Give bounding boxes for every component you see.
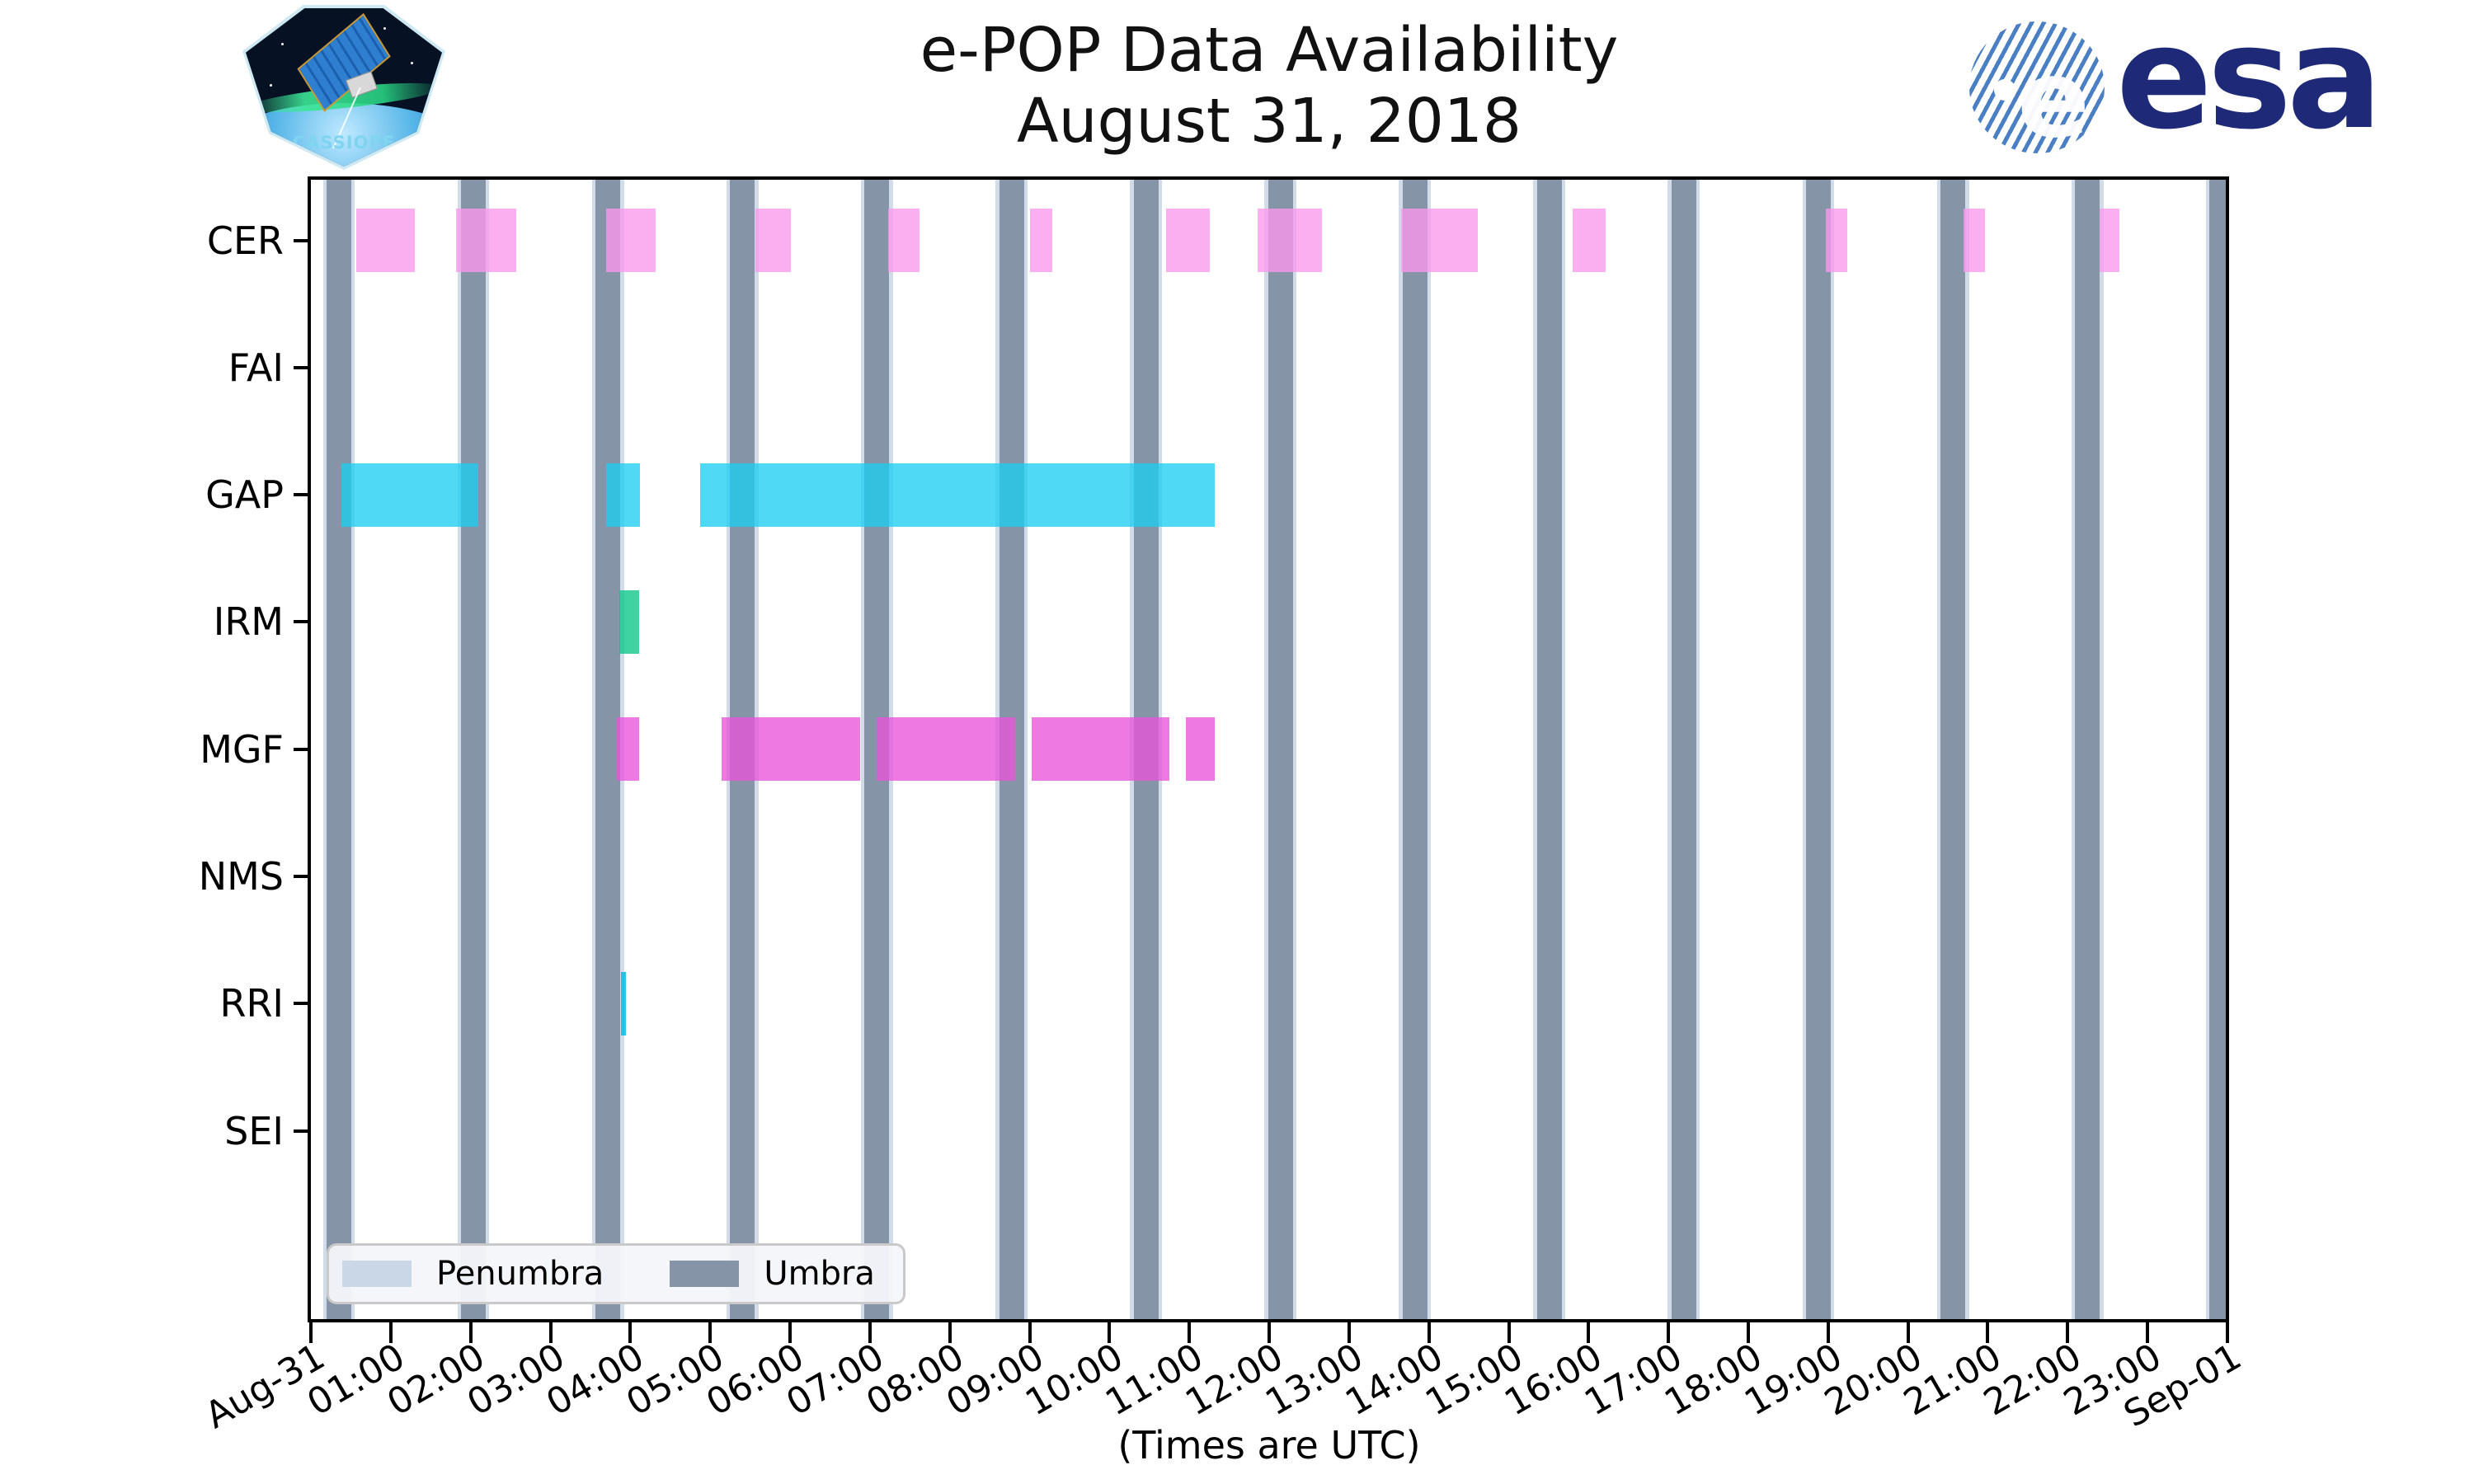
availability-bar-gap [341,463,478,527]
umbra-band [327,179,351,1320]
y-tick-label-mgf: MGF [200,726,284,772]
umbra-band [2075,179,2100,1320]
availability-bar-cer [606,209,656,272]
umbra-band [1671,179,1696,1320]
availability-bar-cer [2099,209,2119,272]
x-tick [1507,1322,1511,1343]
availability-bar-cer [1572,209,1606,272]
x-tick [1028,1322,1032,1343]
availability-bar-mgf [1032,717,1169,782]
legend: Penumbra Umbra [327,1243,905,1304]
availability-bar-mgf [722,717,860,782]
y-tick [294,493,311,497]
y-tick [294,620,311,624]
x-tick [1667,1322,1671,1343]
umbra-band [1536,179,1562,1320]
availability-bar-mgf [1186,717,1216,782]
availability-bar-gap [606,463,641,527]
availability-bar-cer [1400,209,1478,272]
y-tick-label-rri: RRI [219,981,285,1026]
y-tick [294,875,311,878]
chart-title-line2: August 31, 2018 [1016,86,1522,157]
x-tick [2066,1322,2070,1343]
availability-bar-cer [1166,209,1210,272]
x-tick [1906,1322,1910,1343]
esa-globe-e: e [2017,36,2091,162]
x-tick [1427,1322,1431,1343]
chart-title: e-POP Data Availability August 31, 2018 [311,15,2227,157]
x-tick [2146,1322,2150,1343]
availability-bar-cer [888,209,920,272]
y-tick-label-sei: SEI [224,1108,284,1153]
y-tick-label-fai: FAI [228,345,284,390]
availability-bar-rri [621,971,626,1036]
y-tick [294,365,311,369]
availability-bar-cer [356,209,415,272]
x-axis-title: (Times are UTC) [1117,1423,1421,1468]
x-tick [388,1322,393,1343]
x-tick [2225,1322,2229,1343]
umbra-band [2209,179,2227,1320]
esa-logo: e esa [1969,0,2382,162]
availability-bar-cer [456,209,516,272]
availability-bar-cer [1963,209,1985,272]
cassiope-mission-patch: CASSIOPE [242,5,445,170]
x-tick [1268,1322,1271,1343]
y-tick-label-cer: CER [206,218,284,263]
x-tick [468,1322,473,1343]
right-spine [2226,176,2229,1322]
top-spine [308,176,2229,180]
y-tick-label-irm: IRM [213,599,284,645]
umbra-swatch [670,1261,740,1287]
esa-globe-dot [1994,79,2015,101]
y-tick [294,1002,311,1006]
y-tick [294,747,311,751]
availability-bar-gap [699,463,1215,527]
availability-bar-cer [1030,209,1052,272]
y-tick [294,1129,311,1133]
x-tick [1188,1322,1192,1343]
esa-wordmark: esa [2116,0,2382,161]
y-tick-label-gap: GAP [205,472,284,518]
availability-bar-mgf [876,717,1015,782]
plot-area [311,179,2227,1320]
x-tick [868,1322,872,1343]
availability-bar-cer [1257,209,1322,272]
availability-bar-cer [1825,209,1847,272]
umbra-band [1402,179,1427,1320]
umbra-legend-label: Umbra [764,1255,875,1293]
cassiope-label: CASSIOPE [292,132,396,153]
penumbra-legend-label: Penumbra [436,1255,604,1293]
x-tick [1746,1322,1750,1343]
x-tick [1826,1322,1830,1343]
x-tick [788,1322,792,1343]
y-tick [294,238,311,242]
bottom-spine [308,1319,2229,1322]
umbra-band [1940,179,1966,1320]
x-tick [628,1322,633,1343]
availability-bar-cer [755,209,792,272]
y-tick-label-nms: NMS [198,854,284,899]
availability-bar-irm [619,589,639,654]
umbra-band [595,179,621,1320]
penumbra-swatch [342,1261,412,1287]
x-tick [309,1322,313,1343]
umbra-band [1268,179,1293,1320]
umbra-band [1806,179,1831,1320]
umbra-band [461,179,486,1320]
x-tick [708,1322,713,1343]
x-tick [548,1322,553,1343]
x-tick [1986,1322,1990,1343]
x-tick [948,1322,952,1343]
x-tick [1347,1322,1351,1343]
x-tick [1587,1322,1591,1343]
availability-bar-mgf [617,717,639,782]
chart-title-line1: e-POP Data Availability [920,15,1619,86]
x-tick [1108,1322,1112,1343]
esa-globe-icon [1969,21,2105,153]
